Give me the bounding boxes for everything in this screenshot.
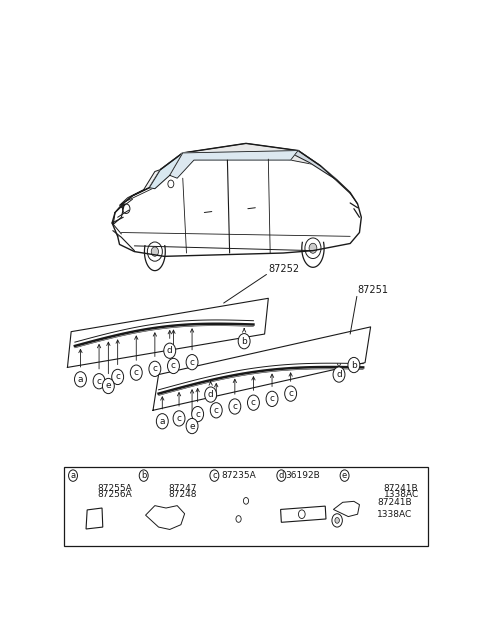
Text: c: c: [115, 373, 120, 381]
Text: d: d: [167, 346, 173, 355]
Circle shape: [130, 365, 142, 380]
Polygon shape: [170, 150, 298, 178]
Text: 87256A: 87256A: [97, 490, 132, 499]
Polygon shape: [120, 170, 160, 206]
Text: c: c: [177, 414, 181, 423]
Circle shape: [69, 470, 77, 482]
Text: b: b: [351, 360, 357, 370]
Text: c: c: [171, 361, 176, 371]
Circle shape: [149, 361, 161, 376]
Circle shape: [168, 358, 180, 374]
Circle shape: [210, 403, 222, 418]
Text: 87255A: 87255A: [97, 485, 132, 493]
Text: d: d: [336, 370, 342, 379]
Circle shape: [333, 367, 345, 382]
Circle shape: [139, 470, 148, 482]
Text: 87235A: 87235A: [222, 471, 257, 480]
Text: c: c: [212, 471, 216, 480]
Circle shape: [277, 470, 286, 482]
Text: c: c: [288, 389, 293, 398]
Text: b: b: [141, 471, 146, 480]
Circle shape: [238, 334, 250, 349]
Text: a: a: [78, 375, 83, 384]
Circle shape: [210, 470, 219, 482]
Text: 1338AC: 1338AC: [377, 509, 412, 519]
Circle shape: [186, 418, 198, 434]
Circle shape: [348, 357, 360, 373]
Circle shape: [151, 247, 158, 256]
Circle shape: [204, 387, 216, 402]
Circle shape: [309, 243, 317, 253]
Text: 87251: 87251: [358, 285, 389, 295]
Circle shape: [266, 391, 278, 407]
Text: e: e: [106, 381, 111, 391]
Circle shape: [340, 470, 349, 482]
Text: c: c: [270, 394, 275, 404]
Text: c: c: [134, 368, 139, 377]
Circle shape: [102, 378, 114, 394]
Text: c: c: [152, 365, 157, 373]
Text: d: d: [279, 471, 284, 480]
Circle shape: [74, 371, 86, 387]
Circle shape: [186, 355, 198, 370]
Circle shape: [112, 370, 124, 384]
Polygon shape: [290, 150, 337, 180]
Circle shape: [93, 374, 105, 389]
Text: d: d: [208, 390, 214, 399]
FancyBboxPatch shape: [64, 467, 428, 546]
Text: 87241B: 87241B: [384, 485, 418, 493]
Text: c: c: [190, 358, 194, 366]
Circle shape: [173, 411, 185, 426]
Circle shape: [192, 407, 204, 422]
Text: 87241B: 87241B: [377, 498, 411, 507]
Circle shape: [156, 413, 168, 429]
Text: c: c: [214, 406, 219, 415]
Text: a: a: [159, 417, 165, 426]
Text: e: e: [342, 471, 347, 480]
Text: b: b: [241, 337, 247, 345]
Text: 87248: 87248: [168, 490, 196, 499]
Circle shape: [285, 386, 297, 401]
Text: 1338AC: 1338AC: [384, 490, 419, 499]
Text: 87247: 87247: [168, 485, 196, 493]
Text: e: e: [189, 422, 195, 431]
Text: c: c: [195, 410, 200, 418]
Text: c: c: [251, 398, 256, 407]
Text: c: c: [96, 377, 102, 386]
Text: c: c: [232, 402, 237, 411]
Text: 87252: 87252: [268, 264, 300, 274]
Circle shape: [335, 517, 339, 523]
Circle shape: [164, 343, 176, 358]
Polygon shape: [160, 144, 321, 175]
Circle shape: [248, 395, 259, 410]
Text: 36192B: 36192B: [285, 471, 320, 480]
Text: a: a: [71, 471, 75, 480]
Circle shape: [229, 399, 241, 414]
Polygon shape: [149, 153, 183, 189]
